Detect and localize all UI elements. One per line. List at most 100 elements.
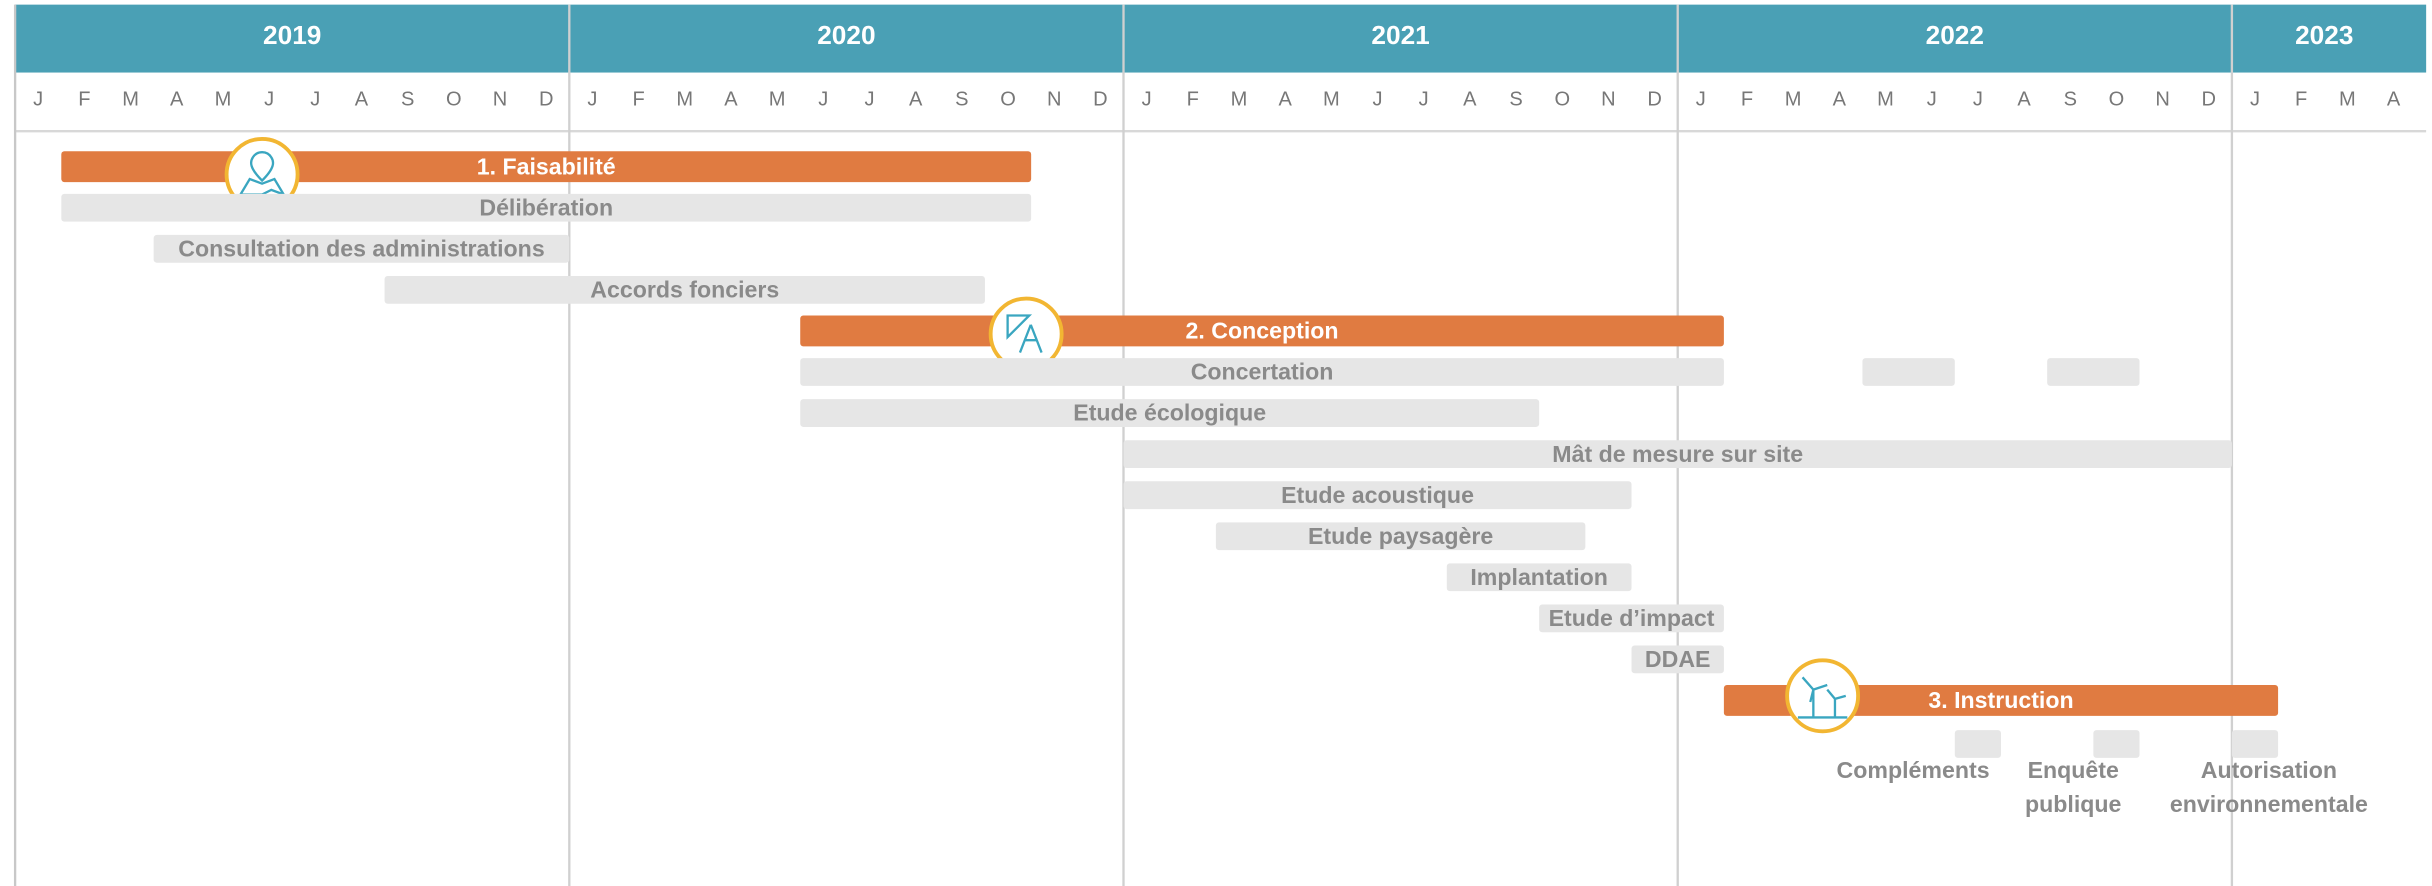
- task-label: Délibération: [479, 194, 613, 220]
- milestone-label: Autorisation: [2201, 757, 2337, 783]
- month-label: J: [818, 89, 828, 111]
- month-label: J: [1927, 89, 1937, 111]
- month-label: M: [769, 89, 786, 111]
- phase-icon: [988, 296, 1064, 372]
- task-bar: [384, 275, 985, 304]
- month-label: A: [1278, 89, 1292, 111]
- task-bar: [1631, 645, 1724, 674]
- milestone-bar: [1954, 730, 2001, 758]
- month-label: S: [401, 89, 414, 111]
- month-label: O: [1000, 89, 1016, 111]
- month-label: F: [2295, 89, 2307, 111]
- task-bar: [1446, 563, 1632, 592]
- month-label: N: [2155, 89, 2169, 111]
- month-label: J: [1696, 89, 1706, 111]
- month-label: A: [1463, 89, 1477, 111]
- phase-icon: [224, 136, 300, 212]
- task-label: DDAE: [1645, 646, 1711, 672]
- phase-icon: [1785, 658, 1861, 734]
- month-label: M: [1231, 89, 1248, 111]
- month-label: O: [1554, 89, 1570, 111]
- year-label: 2020: [817, 20, 875, 50]
- month-label: J: [587, 89, 597, 111]
- month-label: S: [1509, 89, 1522, 111]
- task-bar: [1123, 481, 1632, 510]
- month-label: F: [78, 89, 90, 111]
- year-label: 2023: [2295, 20, 2353, 50]
- month-label: J: [1419, 89, 1429, 111]
- month-label: A: [2387, 89, 2401, 111]
- milestone-label: publique: [2025, 791, 2122, 817]
- month-label: A: [355, 89, 369, 111]
- year-label: 2019: [263, 20, 321, 50]
- task-bar: [800, 399, 1540, 427]
- month-label: J: [1373, 89, 1383, 111]
- task-label: Etude paysagère: [1308, 523, 1493, 549]
- task-bar: [1215, 522, 1586, 551]
- milestone-bar: [2093, 730, 2140, 758]
- phase-label: 3. Instruction: [1928, 687, 2073, 713]
- month-label: D: [1093, 89, 1107, 111]
- month-label: D: [539, 89, 553, 111]
- month-label: F: [632, 89, 644, 111]
- task-label: Concertation: [1191, 359, 1334, 385]
- month-label: J: [1142, 89, 1152, 111]
- month-label: M: [676, 89, 693, 111]
- task-label: Accords fonciers: [590, 277, 779, 303]
- year-label: 2021: [1371, 20, 1429, 50]
- phase-bar: [61, 151, 1032, 183]
- month-label: A: [724, 89, 738, 111]
- year-band: [15, 4, 2427, 73]
- month-label: O: [2109, 89, 2125, 111]
- month-label: S: [955, 89, 968, 111]
- month-label: A: [170, 89, 184, 111]
- month-label: M: [1323, 89, 1340, 111]
- month-label: A: [909, 89, 923, 111]
- milestone-label: environnementale: [2170, 791, 2368, 817]
- task-label: Consultation des administrations: [178, 235, 544, 261]
- milestone-bar: [2231, 730, 2279, 758]
- month-label: N: [493, 89, 507, 111]
- month-label: J: [864, 89, 874, 111]
- month-label: M: [122, 89, 139, 111]
- task-bar: [800, 358, 1724, 386]
- month-label: M: [2339, 89, 2356, 111]
- month-label: D: [1647, 89, 1661, 111]
- month-label: A: [2017, 89, 2031, 111]
- month-label: J: [310, 89, 320, 111]
- task-label: Etude acoustique: [1281, 482, 1474, 508]
- task-bar: [1539, 604, 1724, 633]
- phase-label: 2. Conception: [1186, 318, 1339, 344]
- task-segment: [1862, 358, 1955, 386]
- milestone-label: Compléments: [1837, 757, 1990, 783]
- month-label: N: [1047, 89, 1061, 111]
- icon-ring: [1785, 658, 1861, 734]
- task-segment: [2047, 358, 2140, 386]
- month-label: N: [1601, 89, 1615, 111]
- month-label: S: [2064, 89, 2077, 111]
- task-label: Implantation: [1470, 564, 1608, 590]
- task-label: Etude écologique: [1073, 400, 1266, 426]
- phase-bar: [1723, 685, 2279, 716]
- month-label: J: [1973, 89, 1983, 111]
- month-label: J: [33, 89, 43, 111]
- month-label: O: [446, 89, 462, 111]
- month-label: F: [1187, 89, 1199, 111]
- milestone-label: Enquête: [2028, 757, 2119, 783]
- task-bar: [153, 234, 570, 263]
- phase-label: 1. Faisabilité: [477, 153, 616, 179]
- month-label: M: [1785, 89, 1802, 111]
- task-label: Etude d’impact: [1549, 605, 1715, 631]
- month-label: M: [215, 89, 232, 111]
- task-bar: [1123, 440, 2232, 469]
- month-label: A: [1833, 89, 1847, 111]
- month-label: F: [1741, 89, 1753, 111]
- icon-pin: [249, 151, 275, 183]
- year-label: 2022: [1926, 20, 1984, 50]
- month-label: J: [2250, 89, 2260, 111]
- icon-compass: [1018, 324, 1043, 353]
- icon-turbines: [1797, 676, 1848, 719]
- icon-map: [238, 177, 287, 197]
